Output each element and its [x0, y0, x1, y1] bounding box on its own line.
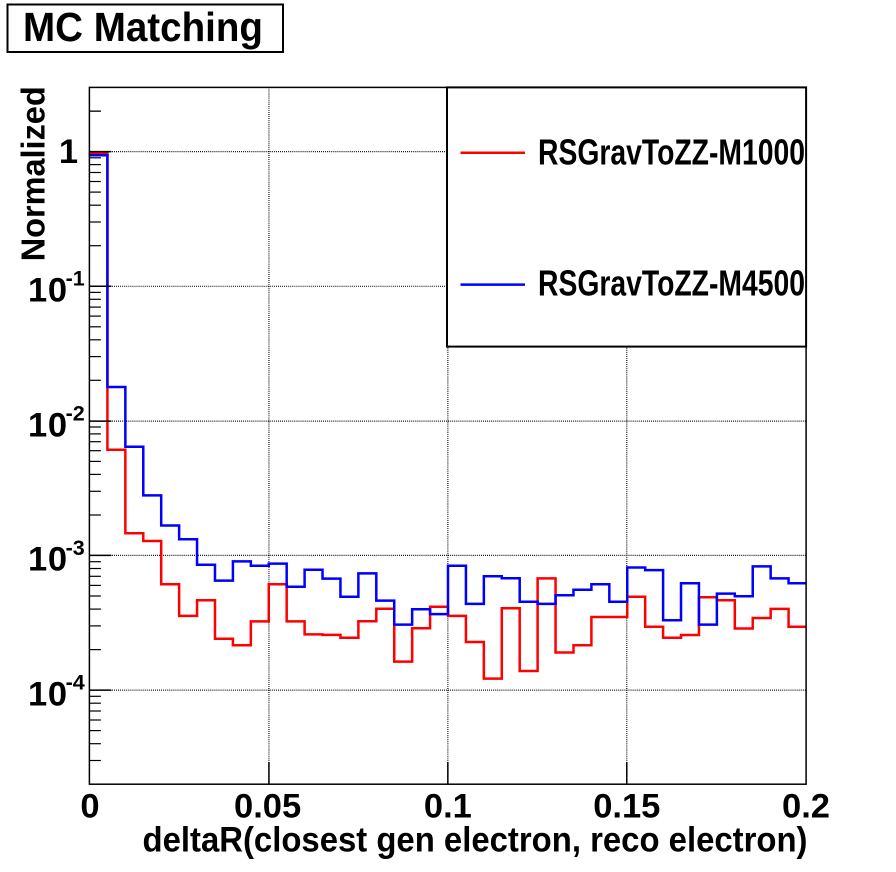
svg-text:MC Matching: MC Matching — [23, 4, 263, 50]
svg-text:10: 10 — [28, 406, 67, 444]
svg-text:0: 0 — [80, 788, 99, 826]
svg-text:Normalized: Normalized — [14, 86, 51, 261]
svg-text:0.1: 0.1 — [424, 788, 472, 826]
svg-text:0.05: 0.05 — [234, 788, 301, 826]
svg-text:-3: -3 — [66, 536, 85, 560]
svg-text:10: 10 — [28, 541, 67, 579]
svg-text:RSGravToZZ-M1000: RSGravToZZ-M1000 — [538, 132, 805, 173]
svg-text:1: 1 — [59, 133, 78, 171]
svg-text:RSGravToZZ-M4500: RSGravToZZ-M4500 — [538, 262, 805, 303]
svg-text:10: 10 — [28, 675, 67, 713]
svg-text:10: 10 — [28, 272, 67, 310]
svg-text:-2: -2 — [66, 402, 85, 426]
svg-text:0.15: 0.15 — [593, 788, 660, 826]
svg-text:0.2: 0.2 — [782, 788, 830, 826]
svg-text:-1: -1 — [66, 267, 85, 291]
svg-text:deltaR(closest gen electron, r: deltaR(closest gen electron, reco electr… — [143, 821, 808, 860]
svg-text:-4: -4 — [66, 671, 85, 695]
